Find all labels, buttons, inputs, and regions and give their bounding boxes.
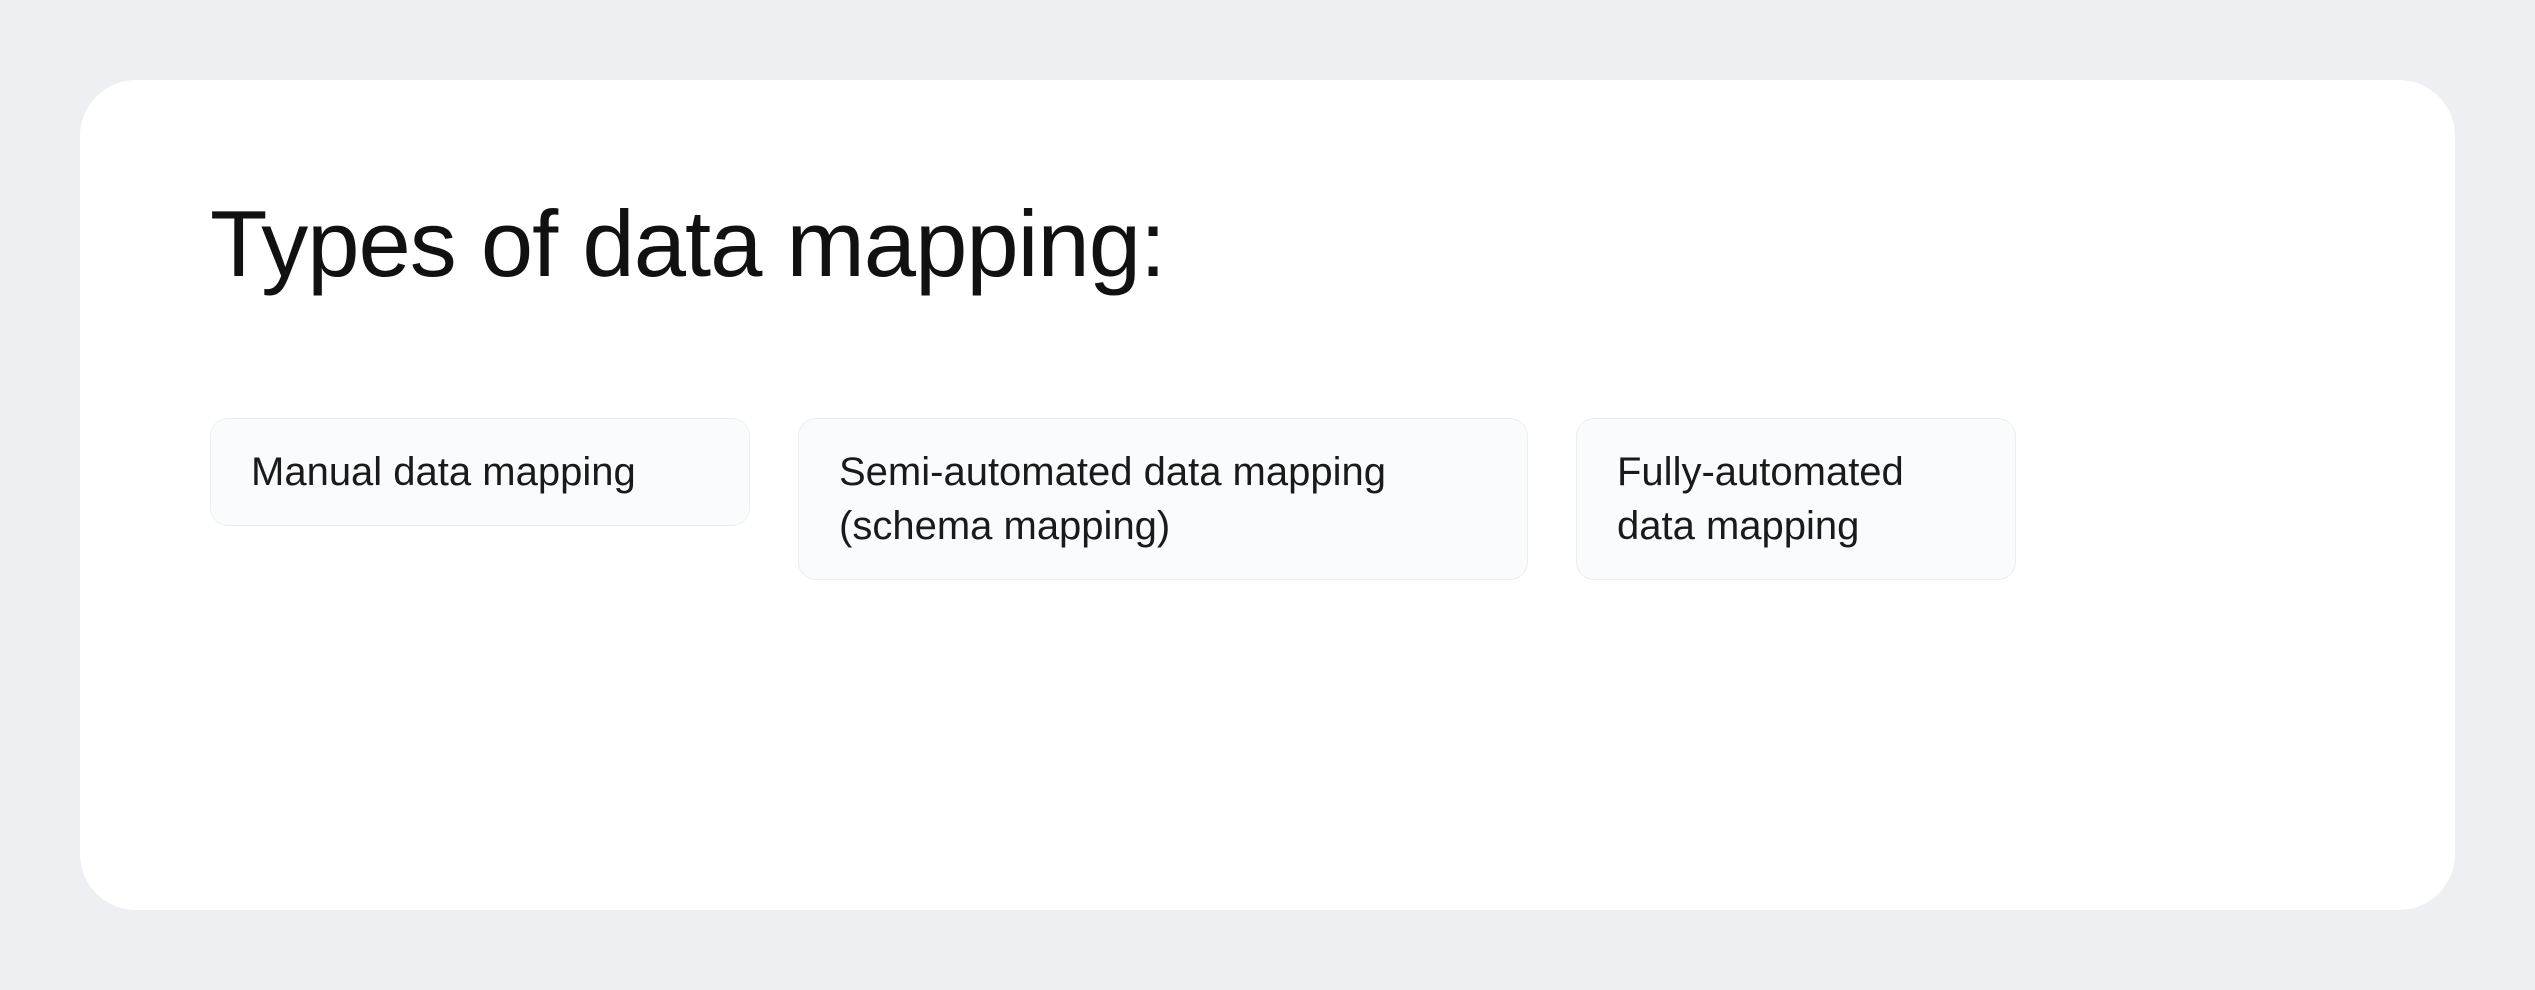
info-card: Types of data mapping: Manual data mappi…	[80, 80, 2455, 910]
types-list: Manual data mapping Semi-automated data …	[210, 418, 2325, 580]
type-item: Semi-automated data mapping (schema mapp…	[798, 418, 1528, 580]
infographic-title: Types of data mapping:	[210, 190, 2325, 298]
type-item: Fully-automated data mapping	[1576, 418, 2016, 580]
type-item: Manual data mapping	[210, 418, 750, 526]
